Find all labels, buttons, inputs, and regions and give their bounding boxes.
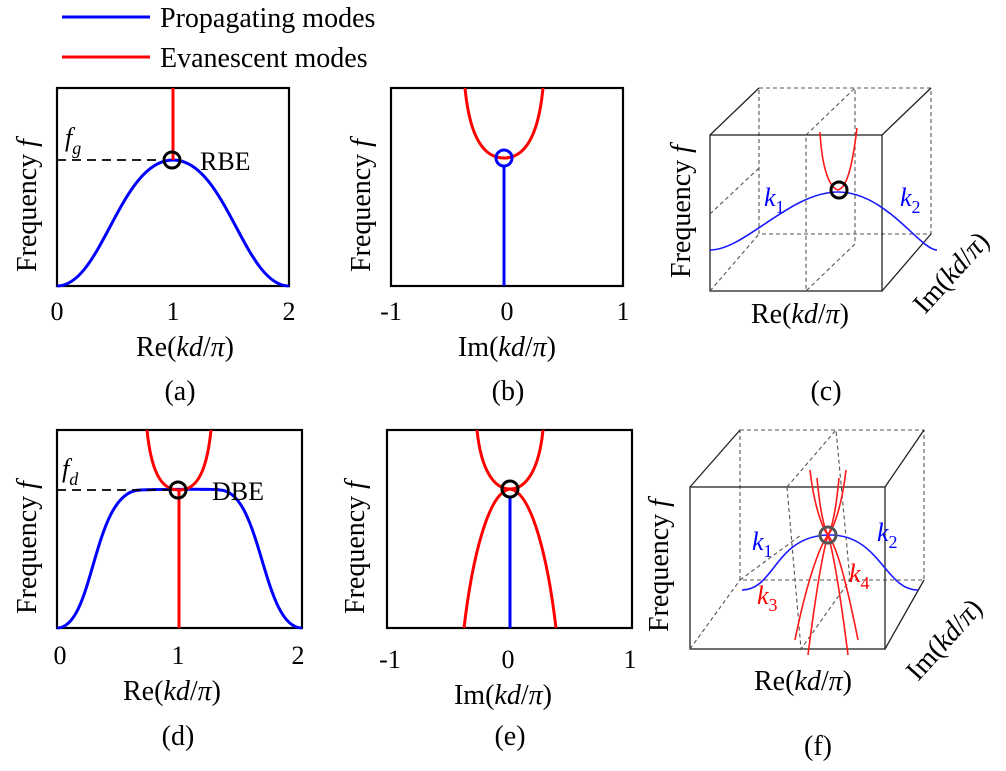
panel-d-dbe-marker bbox=[168, 480, 188, 500]
panel-c-front-face bbox=[709, 134, 883, 292]
panel-e: Frequency f -1 0 1 Im(kd/π) (e) bbox=[340, 428, 637, 752]
panel-f: k1 k2 k3 k4 Frequency f Re(kd/π) Im(kd/π… bbox=[644, 428, 989, 762]
panel-d-xlabel: Re(kd/π) bbox=[123, 676, 221, 707]
panel-c-propagating-curve bbox=[709, 191, 938, 251]
legend-evanescent-label: Evanescent modes bbox=[160, 43, 368, 74]
panel-e-caption: (e) bbox=[494, 721, 525, 752]
panel-a-rbe-marker bbox=[162, 150, 182, 170]
panel-e-ylabel: Frequency f bbox=[340, 478, 371, 614]
panel-d-dbe-label: DBE bbox=[212, 477, 264, 506]
panel-f-zlabel: Im(kd/π) bbox=[900, 593, 989, 687]
panel-b-xtick: 0 bbox=[501, 297, 514, 326]
panel-a-xtick: 2 bbox=[283, 297, 296, 326]
panel-e-dbe-marker bbox=[500, 479, 520, 499]
panel-b-edge-marker bbox=[494, 148, 514, 168]
panel-e-xtick: 0 bbox=[502, 645, 515, 674]
panel-c-k2-label: k2 bbox=[900, 183, 921, 217]
legend-propagating-label: Propagating modes bbox=[160, 3, 375, 34]
panel-a-xlabel: Re(kd/π) bbox=[136, 332, 234, 363]
panel-d-xtick: 1 bbox=[172, 641, 185, 670]
panel-c-rbe-marker bbox=[829, 180, 849, 200]
panel-a-xtick: 0 bbox=[51, 297, 64, 326]
panel-c-evanescent-curve bbox=[819, 127, 858, 191]
panel-b-ylabel: Frequency f bbox=[346, 136, 377, 272]
panel-a-caption: (a) bbox=[164, 376, 195, 407]
panel-b: Frequency f -1 0 1 Im(kd/π) (b) bbox=[346, 86, 630, 407]
panel-a-xtick: 1 bbox=[167, 297, 180, 326]
panel-b-caption: (b) bbox=[492, 376, 525, 407]
panel-a: fg RBE Frequency f 0 1 2 Re(kd/π) (a) bbox=[12, 86, 296, 407]
panel-c-back-face bbox=[758, 87, 932, 235]
panel-f-k4-label: k4 bbox=[849, 559, 870, 593]
panel-c-k1-label: k1 bbox=[764, 183, 785, 217]
panel-f-caption: (f) bbox=[804, 731, 832, 762]
panel-f-k2-label: k2 bbox=[877, 518, 898, 552]
panel-d-xtick: 2 bbox=[292, 641, 305, 670]
panel-f-xlabel: Re(kd/π) bbox=[754, 666, 852, 697]
panel-d-xtick: 0 bbox=[54, 641, 67, 670]
panel-c-guide-plane bbox=[805, 86, 856, 293]
panel-b-xlabel: Im(kd/π) bbox=[458, 332, 556, 363]
panel-c: k1 k2 Frequency f Re(kd/π) Im(kd/π) (c) bbox=[666, 86, 996, 407]
panel-f-ylabel: Frequency f bbox=[644, 496, 675, 632]
panel-f-evanescent-curve-1 bbox=[809, 469, 847, 537]
panel-e-xlabel: Im(kd/π) bbox=[454, 680, 552, 711]
panel-c-xlabel: Re(kd/π) bbox=[751, 299, 849, 330]
panel-e-evanescent-curve-lower bbox=[462, 487, 558, 629]
panel-a-ylabel: Frequency f bbox=[12, 136, 43, 272]
panel-f-back-face bbox=[739, 429, 925, 581]
panel-e-xtick: 1 bbox=[624, 645, 637, 674]
panel-b-frame bbox=[389, 86, 625, 288]
panel-b-xtick: 1 bbox=[617, 297, 630, 326]
panel-d-propagating-curve bbox=[56, 487, 303, 630]
panel-f-dbe-marker bbox=[818, 525, 838, 545]
panel-d-fd-label: fd bbox=[62, 454, 79, 489]
panel-b-xtick: -1 bbox=[380, 297, 402, 326]
panel-d-caption: (d) bbox=[162, 721, 195, 752]
panel-c-ylabel: Frequency f bbox=[666, 142, 697, 278]
panel-a-fg-label: fg bbox=[65, 123, 81, 158]
panel-d-ylabel: Frequency f bbox=[12, 478, 43, 614]
panel-f-evanescent-curve-4 bbox=[807, 532, 849, 656]
panel-c-caption: (c) bbox=[810, 376, 841, 407]
panel-a-propagating-curve bbox=[56, 158, 290, 288]
legend: Propagating modes Evanescent modes bbox=[62, 3, 375, 74]
panel-e-xtick: -1 bbox=[379, 645, 401, 674]
panel-f-k3-label: k3 bbox=[757, 581, 778, 615]
panel-f-propagating-curve bbox=[741, 534, 919, 591]
panel-f-k1-label: k1 bbox=[752, 527, 773, 561]
panel-a-rbe-label: RBE bbox=[200, 147, 251, 176]
panel-d: fd DBE Frequency f 0 1 2 Re(kd/π) (d) bbox=[12, 428, 305, 752]
panel-b-evanescent-curve bbox=[463, 87, 545, 160]
panel-f-guide-plane bbox=[786, 428, 851, 651]
